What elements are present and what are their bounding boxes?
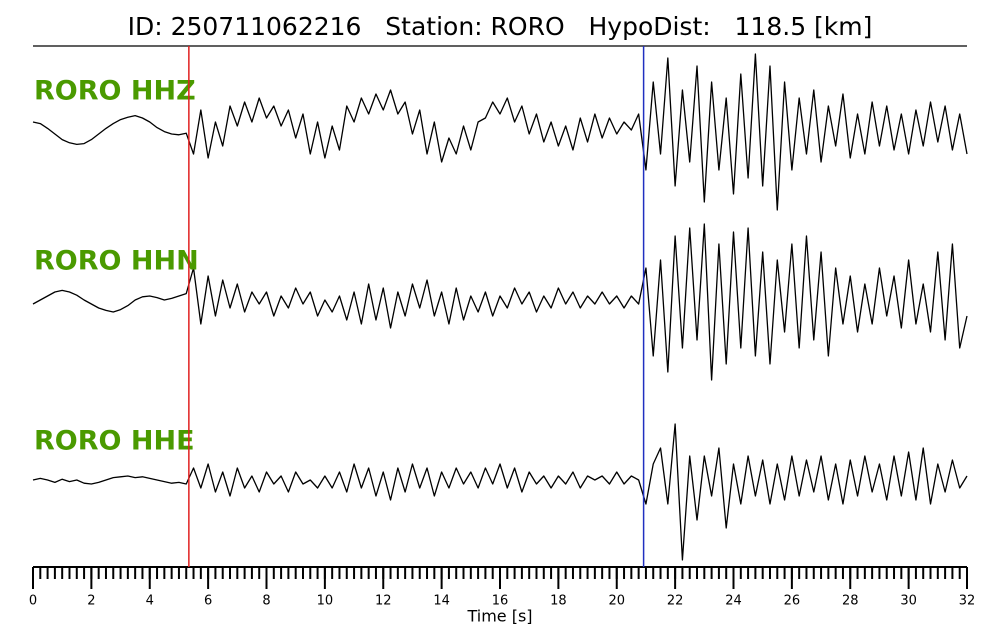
x-tick-label: 4 [146, 594, 154, 609]
x-tick-label: 2 [87, 594, 95, 609]
x-tick-label: 20 [608, 594, 625, 609]
x-tick-label: 26 [784, 594, 801, 609]
x-tick-label: 32 [959, 594, 976, 609]
trace-label: RORO HHN [34, 246, 199, 277]
trace-label: RORO HHE [34, 426, 195, 457]
x-tick-label: 22 [667, 594, 684, 609]
x-tick-label: 6 [204, 594, 212, 609]
x-tick-label: 12 [375, 594, 392, 609]
x-tick-label: 16 [492, 594, 509, 609]
x-tick-label: 10 [317, 594, 334, 609]
x-tick-label: 24 [725, 594, 742, 609]
x-tick-label: 14 [433, 594, 450, 609]
x-tick-label: 0 [29, 594, 37, 609]
trace-label: RORO HHZ [34, 76, 196, 107]
x-tick-label: 18 [550, 594, 567, 609]
x-tick-label: 30 [900, 594, 917, 609]
x-axis-label: Time [s] [466, 607, 532, 626]
chart-title: ID: 250711062216 Station: RORO HypoDist:… [128, 12, 873, 41]
x-tick-label: 8 [262, 594, 270, 609]
x-tick-label: 28 [842, 594, 859, 609]
